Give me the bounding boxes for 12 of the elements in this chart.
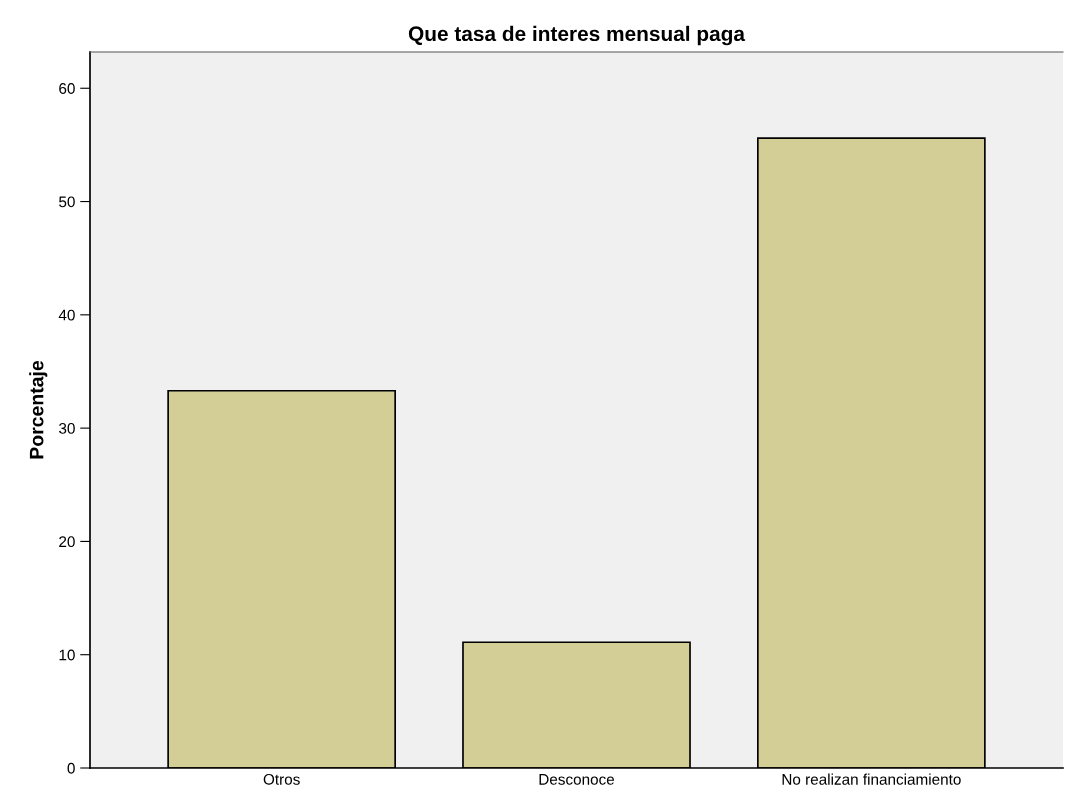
x-tick-label: Desconoce: [539, 774, 615, 785]
chart-title: Que tasa de interes mensual paga: [408, 25, 746, 46]
x-tick-label: Otros: [263, 773, 300, 785]
y-tick-label: 0: [67, 762, 75, 774]
y-tick-label: 20: [59, 536, 75, 548]
y-axis-title: Porcentaje: [29, 360, 48, 459]
y-tick-label: 50: [59, 196, 75, 208]
y-tick-label: 30: [59, 422, 75, 434]
y-tick-label: 60: [59, 83, 75, 94]
x-tick-label: No realizan financiamiento: [782, 773, 961, 785]
y-tick-label: 40: [58, 309, 75, 321]
y-tick-label: 10: [59, 649, 75, 661]
